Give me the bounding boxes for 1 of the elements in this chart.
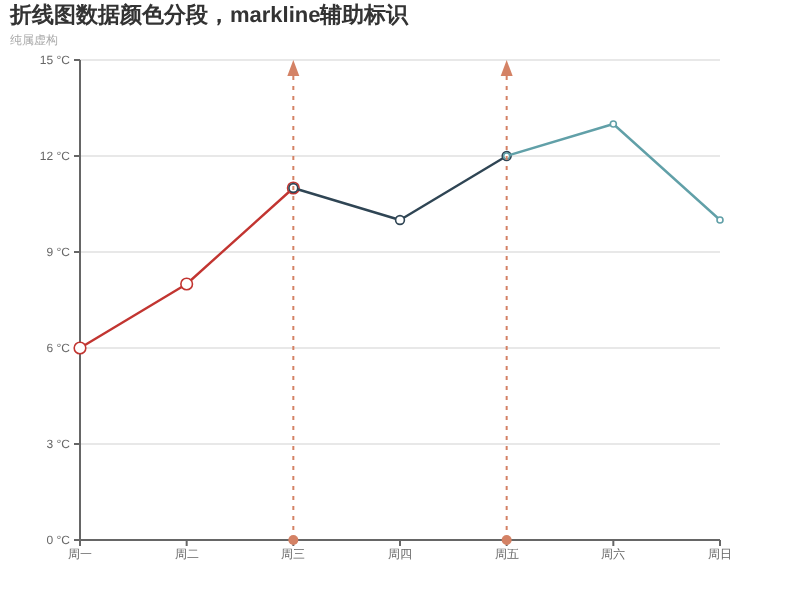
chart-title: 折线图数据颜色分段，markline辅助标识 <box>8 2 411 28</box>
